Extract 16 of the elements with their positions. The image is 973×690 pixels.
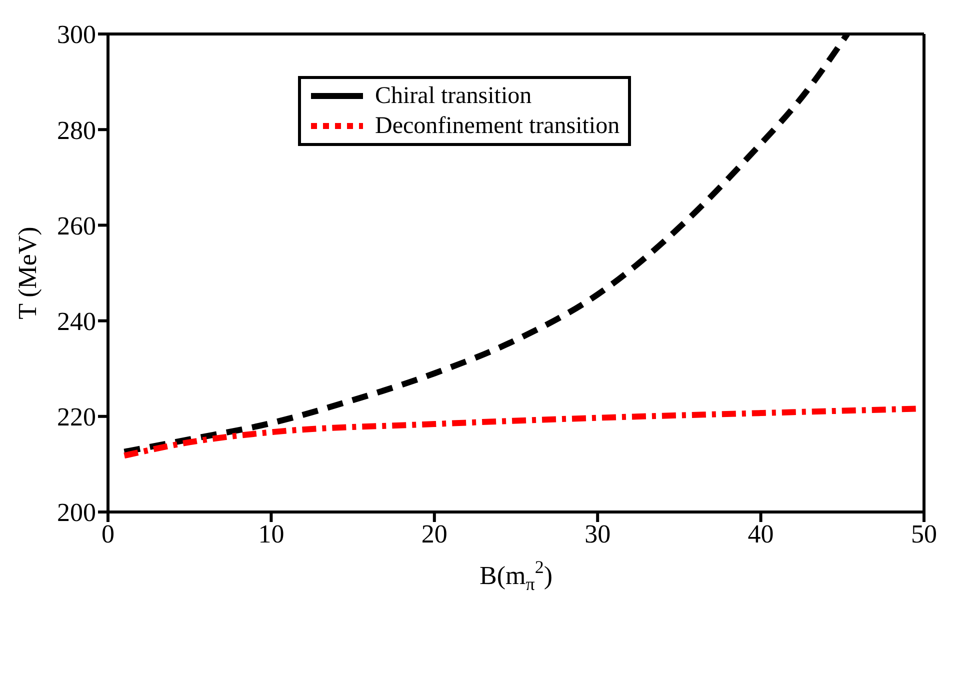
y-tick-label: 240 (57, 307, 96, 336)
x-tick-label: 20 (421, 519, 448, 548)
y-tick-label: 280 (57, 116, 96, 145)
x-tick-label: 10 (258, 519, 284, 548)
y-axis-title: T (MeV) (13, 226, 42, 320)
y-tick-label: 200 (57, 498, 96, 528)
y-tick-label: 220 (57, 402, 96, 432)
x-axis-title: B(m$_{π}$$^{2}$) (480, 557, 552, 594)
legend-label: Deconfinement transition (375, 112, 620, 141)
x-tick-label: 0 (102, 519, 114, 548)
x-tick-label: 50 (911, 519, 937, 548)
y-tick-label: 260 (57, 211, 96, 240)
x-tick-label: 30 (584, 519, 611, 548)
legend-label: Chiral transition (375, 82, 532, 111)
x-tick-label: 40 (748, 519, 774, 548)
y-tick-label: 300 (57, 20, 96, 50)
